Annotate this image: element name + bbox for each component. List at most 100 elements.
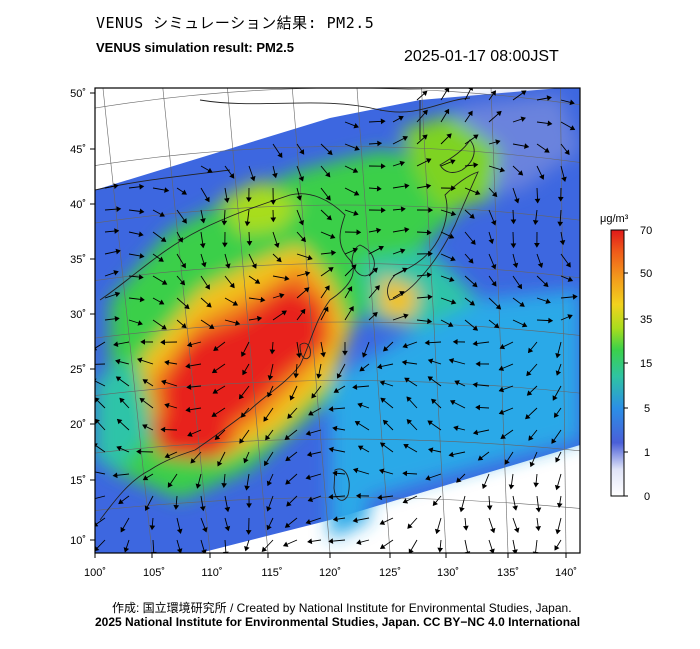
wind-arrow-head bbox=[426, 229, 432, 236]
wind-arrow-head bbox=[404, 377, 410, 383]
colorbar-label: 70 bbox=[640, 225, 652, 237]
credit-english: 2025 National Institute for Environmenta… bbox=[95, 615, 581, 629]
title-japanese: VENUS シミュレーション結果: PM2.5 bbox=[96, 14, 375, 32]
tick-marks bbox=[90, 92, 567, 558]
wind-arrow-head bbox=[211, 368, 218, 374]
wind-arrow-head bbox=[139, 253, 145, 259]
wind-arrow-head bbox=[95, 501, 96, 502]
wind-arrow-head bbox=[427, 294, 433, 300]
wind-arrow-head bbox=[382, 346, 389, 352]
wind-arrow-head bbox=[545, 298, 551, 304]
wind-arrow-head bbox=[402, 470, 408, 477]
wind-arrow-head bbox=[245, 530, 252, 535]
wind-arrow-head bbox=[475, 404, 481, 411]
wind-arrow-head bbox=[285, 479, 291, 485]
wind-arrow-head bbox=[402, 267, 408, 273]
wind-arrow-head bbox=[537, 262, 544, 269]
wind-arrow-head bbox=[401, 359, 407, 366]
wind-arrow-head bbox=[161, 324, 167, 330]
wind-arrow-head bbox=[359, 366, 365, 372]
wind-arrow-head bbox=[472, 429, 479, 436]
wind-arrow-head bbox=[450, 255, 456, 262]
wind-arrow-head bbox=[250, 175, 256, 182]
wind-arrow-head bbox=[95, 469, 96, 471]
wind-arrow-head bbox=[229, 173, 235, 179]
wind-arrow-head bbox=[119, 397, 125, 404]
wind-arrow-head bbox=[149, 525, 156, 531]
wind-arrow-head bbox=[221, 220, 228, 226]
lon-tick-label: 105˚ bbox=[143, 567, 165, 579]
wind-arrow-head bbox=[564, 149, 570, 155]
wind-arrow-head bbox=[204, 196, 210, 203]
wind-arrow-head bbox=[241, 351, 247, 357]
wind-arrow-head bbox=[498, 409, 505, 415]
wind-arrow-head bbox=[453, 425, 459, 431]
wind-arrow-head bbox=[113, 270, 119, 276]
wind-arrow-head bbox=[356, 539, 362, 545]
wind-arrow-head bbox=[569, 99, 575, 106]
wind-arrow-head bbox=[244, 221, 251, 227]
wind-arrow-head bbox=[242, 369, 248, 376]
wind-arrow-head bbox=[567, 276, 574, 282]
wind-arrow-head bbox=[324, 285, 330, 291]
wind-arrow-head bbox=[261, 546, 268, 553]
wind-arrow-head bbox=[399, 291, 405, 297]
wind-arrow-head bbox=[158, 256, 164, 262]
lon-tick-label: 110˚ bbox=[201, 567, 222, 579]
colorbar-label: 0 bbox=[644, 491, 650, 503]
wind-arrow-head bbox=[118, 498, 124, 505]
wind-arrow-head bbox=[353, 123, 359, 129]
wind-arrow-head bbox=[555, 370, 562, 376]
wind-arrow-head bbox=[434, 528, 441, 535]
wind-arrow-head bbox=[526, 370, 532, 377]
wind-arrow-head bbox=[176, 548, 183, 553]
wind-arrow-head bbox=[240, 412, 247, 418]
wind-arrow-head bbox=[470, 239, 476, 245]
plot-frame bbox=[94, 87, 581, 554]
wind-arrow-head bbox=[449, 399, 456, 406]
wind-arrow-head bbox=[472, 325, 479, 331]
lat-tick-label: 40˚ bbox=[70, 199, 86, 211]
wind-arrow-head bbox=[328, 446, 334, 453]
wind-arrow-head bbox=[407, 523, 413, 529]
wind-arrow-shaft bbox=[95, 341, 106, 349]
wind-arrow-head bbox=[114, 315, 120, 322]
wind-arrow-head bbox=[498, 386, 505, 393]
wind-arrow-head bbox=[211, 411, 218, 417]
wind-arrow-head bbox=[279, 293, 285, 299]
wind-arrow-head bbox=[225, 263, 231, 269]
wind-arrow-head bbox=[296, 195, 302, 201]
wind-arrow-head bbox=[181, 189, 187, 195]
lat-tick-label: 35˚ bbox=[70, 254, 86, 266]
wind-arrow-head bbox=[496, 110, 502, 117]
credit-japanese: 作成: 国立環境研究所 / Created by National Instit… bbox=[112, 601, 572, 615]
wind-arrow-head bbox=[331, 250, 337, 256]
wind-arrow-head bbox=[543, 281, 549, 288]
lon-tick-label: 140˚ bbox=[555, 567, 577, 579]
wind-arrow-head bbox=[354, 421, 361, 427]
wind-arrow-head bbox=[448, 451, 454, 458]
wind-arrow-head bbox=[490, 264, 497, 270]
wind-arrow-head bbox=[446, 133, 452, 139]
wind-arrow-head bbox=[399, 248, 406, 254]
lat-tick-label: 25˚ bbox=[70, 364, 86, 376]
wind-arrow-head bbox=[199, 243, 206, 249]
wind-arrow-head bbox=[332, 516, 338, 522]
wind-arrow-head bbox=[426, 183, 432, 190]
wind-arrow-head bbox=[115, 358, 121, 365]
wind-arrow-shaft bbox=[535, 539, 538, 553]
wind-arrow-head bbox=[284, 275, 290, 282]
wind-arrow-head bbox=[244, 485, 250, 491]
wind-arrow-head bbox=[376, 227, 382, 234]
wind-arrow-head bbox=[114, 291, 121, 298]
wind-arrow-head bbox=[160, 236, 167, 242]
wind-arrow-head bbox=[520, 116, 526, 122]
wind-arrow-head bbox=[546, 95, 552, 101]
wind-arrow-head bbox=[379, 380, 386, 386]
wind-arrow-head bbox=[316, 373, 322, 379]
wind-arrow-head bbox=[213, 345, 219, 351]
wind-arrow-head bbox=[473, 162, 479, 168]
wind-arrow-head bbox=[293, 373, 299, 379]
wind-arrow-head bbox=[159, 211, 165, 217]
wind-arrow-head bbox=[333, 387, 340, 393]
